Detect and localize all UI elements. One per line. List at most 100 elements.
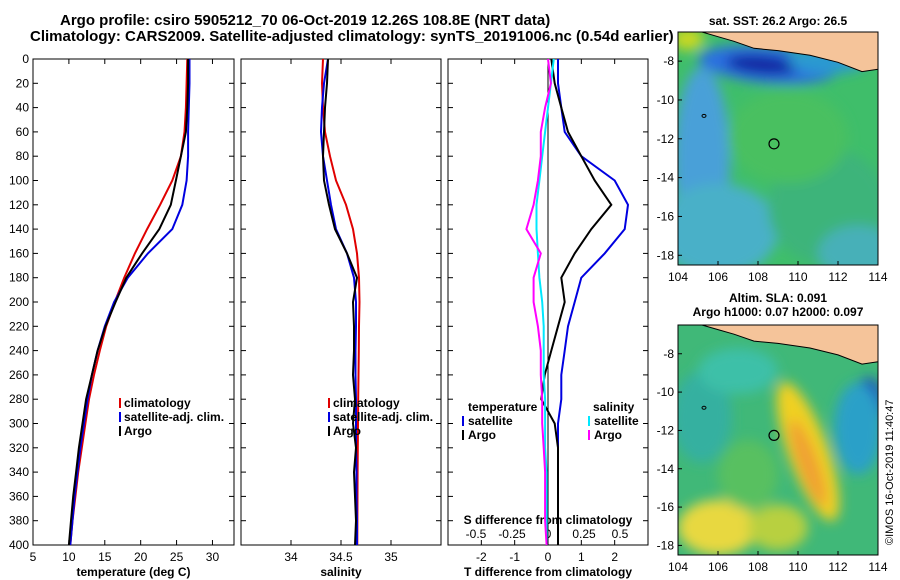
sst-map-blob [818, 225, 878, 265]
sst-map-ytick-label: -10 [657, 93, 675, 107]
difference-temperature-axis-tick-label: 2 [611, 550, 618, 564]
difference-salinity-tick-label: 0 [545, 527, 552, 541]
temperature-legend-label: satellite-adj. clim. [124, 410, 224, 424]
depth-tick-label: 80 [16, 149, 30, 163]
difference-line-salinity-Argo [525, 58, 552, 546]
sst-map-blob [678, 32, 704, 51]
sst-map-island [701, 113, 707, 118]
temperature-panel-frame [32, 58, 235, 546]
sla-map-xtick-label: 114 [868, 560, 887, 574]
temperature-legend-label: Argo [124, 424, 152, 438]
sla-map-xtick-label: 110 [788, 560, 807, 574]
figure-title-line2: Climatology: CARS2009. Satellite-adjuste… [30, 28, 674, 45]
sst-map-ytick-label: -16 [657, 209, 675, 223]
salinity-axis-label: salinity [320, 565, 362, 579]
salinity-legend-label: climatology [333, 396, 400, 410]
difference-temperature-axis-tick-label: -1 [509, 550, 520, 564]
difference-salinity-tick-label: -0.25 [498, 527, 526, 541]
difference-legend-salinity-heading: salinity [593, 400, 635, 414]
temperature-line-argo [67, 59, 190, 546]
sst-map-xtick-label: 108 [748, 270, 768, 284]
sst-map-land [701, 32, 878, 73]
sla-map-ytick-label: -14 [657, 462, 675, 476]
depth-tick-label: 20 [16, 76, 30, 90]
difference-temperature-axis-tick-label: -2 [476, 550, 487, 564]
temperature-line-satellite-adj-clim- [69, 59, 191, 546]
sla-map-blob [718, 440, 778, 509]
sla-map-blob [678, 371, 732, 463]
difference-legend-temperature-label: satellite [468, 414, 513, 428]
salinity-panel-frame [240, 58, 442, 546]
salinity-line-argo [321, 58, 359, 546]
sla-map-blob [748, 504, 808, 551]
difference-legend-temperature-heading: temperature [468, 400, 538, 414]
sla-map-xtick-label: 112 [828, 560, 847, 574]
figure-title-line1: Argo profile: csiro 5905212_70 06-Oct-20… [60, 12, 551, 29]
credit-text: ©IMOS 16-Oct-2019 11:40:47 [884, 400, 896, 545]
difference-salinity-axis-label: S difference from climatology [464, 513, 633, 527]
depth-tick-label: 260 [9, 368, 29, 382]
sla-map-land [701, 325, 878, 365]
temperature-axis-tick-label: 25 [170, 550, 184, 564]
depth-tick-label: 200 [9, 295, 29, 309]
sla-map-ytick-label: -16 [657, 500, 675, 514]
sla-map-ytick-label: -18 [657, 538, 675, 552]
sla-map-ytick-label: -8 [663, 347, 674, 361]
salinity-line-satellite-adj-clim- [319, 58, 358, 545]
sla-map-xtick-label: 106 [708, 560, 728, 574]
depth-tick-label: 240 [9, 344, 29, 358]
sst-map-title: sat. SST: 26.2 Argo: 26.5 [709, 14, 848, 28]
temperature-axis-tick-label: 20 [134, 550, 148, 564]
difference-legend-salinity-label: Argo [594, 428, 622, 442]
sst-map-ytick-label: -14 [657, 171, 675, 185]
depth-tick-label: 120 [9, 198, 29, 212]
sst-map-xtick-label: 114 [868, 270, 887, 284]
sla-map-blob [834, 382, 878, 475]
sla-map-frame [677, 324, 879, 556]
sla-map-blob [678, 499, 758, 555]
sla-map-ytick-label: -12 [657, 423, 675, 437]
depth-tick-label: 160 [9, 246, 29, 260]
sst-map-blob [728, 90, 848, 184]
temperature-axis-tick-label: 5 [30, 550, 37, 564]
sst-map-argo-marker [768, 138, 780, 150]
sla-map-field [678, 325, 878, 555]
difference-temperature-axis-tick-label: 1 [578, 550, 585, 564]
depth-tick-label: 220 [9, 319, 29, 333]
sst-map-ytick-label: -12 [657, 132, 675, 146]
sla-map-xtick-label: 104 [668, 560, 688, 574]
salinity-axis-tick-label: 34 [284, 550, 298, 564]
depth-tick-label: 100 [9, 174, 29, 188]
salinity-line-climatology [320, 58, 361, 546]
sst-map-blobs [678, 32, 878, 265]
salinity-axis-tick-label: 35 [384, 550, 398, 564]
sla-map-ytick-label: -10 [657, 385, 675, 399]
depth-tick-label: 340 [9, 465, 29, 479]
sst-map-ytick-label: -18 [657, 248, 675, 262]
depth-tick-label: 140 [9, 222, 29, 236]
sla-map-xtick-label: 108 [748, 560, 768, 574]
difference-line-salinity-satellite [535, 58, 555, 545]
sla-map-subtitle: Argo h1000: 0.07 h2000: 0.097 [693, 305, 864, 319]
temperature-axis-tick-label: 15 [98, 550, 112, 564]
sst-map-frame [677, 31, 879, 266]
sst-map-blob [726, 54, 798, 75]
sst-map-blob [678, 183, 778, 265]
depth-tick-label: 300 [9, 417, 29, 431]
difference-legend-temperature-label: Argo [468, 428, 496, 442]
sla-map-blob [698, 348, 778, 394]
sla-map-blobs [678, 348, 878, 555]
difference-salinity-tick-label: -0.5 [466, 527, 487, 541]
depth-tick-label: 400 [9, 538, 29, 552]
difference-salinity-tick-label: 0.25 [572, 527, 596, 541]
sla-map-title: Altim. SLA: 0.091 [729, 291, 827, 305]
sst-map-xtick-label: 110 [788, 270, 807, 284]
temperature-axis-tick-label: 30 [206, 550, 220, 564]
difference-temperature-axis-tick-label: 0 [545, 550, 552, 564]
salinity-legend-label: satellite-adj. clim. [333, 410, 433, 424]
salinity-legend-label: Argo [333, 424, 361, 438]
depth-tick-label: 0 [22, 52, 29, 66]
depth-tick-label: 280 [9, 392, 29, 406]
